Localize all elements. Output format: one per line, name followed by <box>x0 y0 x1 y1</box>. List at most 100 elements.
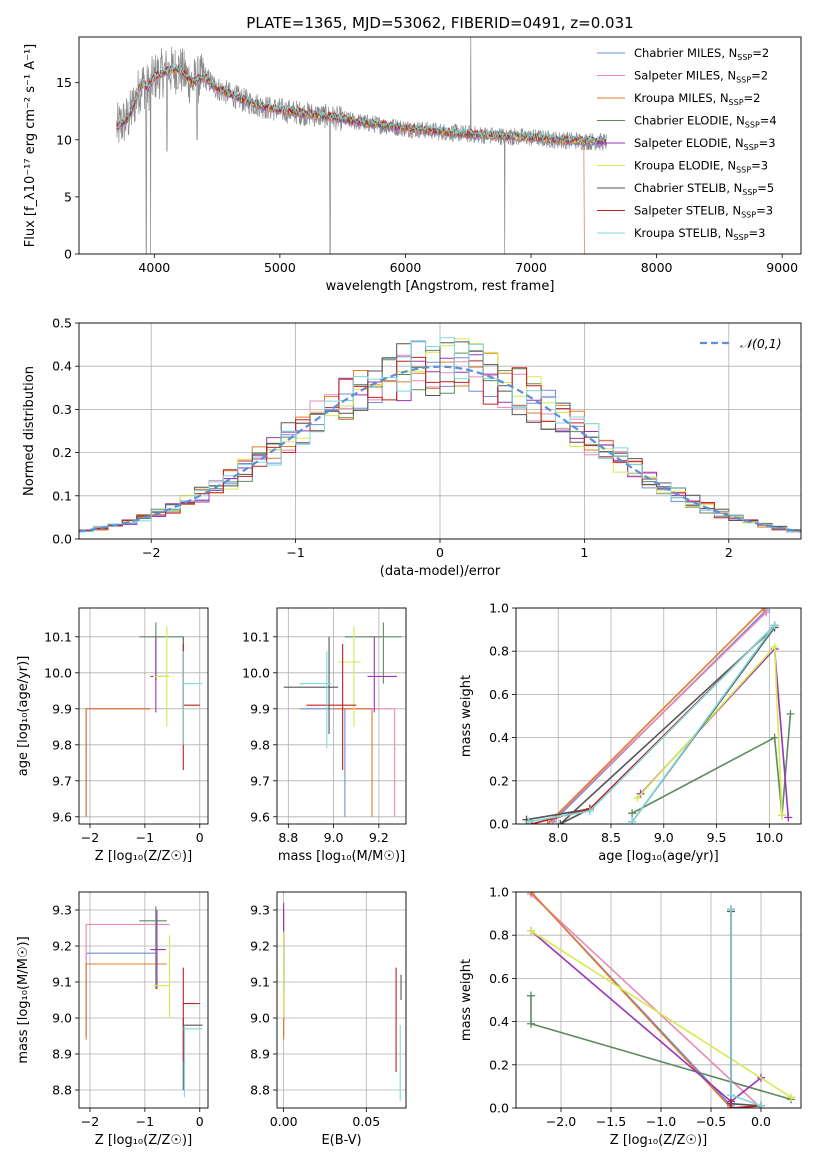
plot-area <box>116 37 607 254</box>
weight-marker-kroupa_elodie <box>770 642 779 651</box>
axes-frame <box>515 607 802 825</box>
axes-frame <box>78 891 209 1109</box>
x-tick-label: 8000 <box>641 260 673 275</box>
model-line-kroupa_stelib <box>116 63 607 144</box>
x-tick-label: 0.0 <box>751 1114 771 1129</box>
legend-entry-kroupa_miles: Kroupa MILES, NSSP=2 <box>634 91 760 107</box>
x-tick-label: 5000 <box>264 260 296 275</box>
x-tick-label: 1 <box>580 545 588 560</box>
y-tick-label: 9.1 <box>250 975 270 990</box>
y-tick-label: 0.2 <box>52 445 72 460</box>
y-tick-label: 0.2 <box>489 773 509 788</box>
weight-marker-kroupa_stelib <box>727 905 735 914</box>
x-axis-label: (data-model)/error <box>380 564 501 579</box>
x-axis-label: Z [log₁₀(Z/Z☉)] <box>95 849 192 864</box>
y-axis-label: mass weight <box>459 959 474 1041</box>
y-tick-label: 9.3 <box>250 903 270 918</box>
y-tick-label: 9.3 <box>52 903 72 918</box>
y-tick-label: 1.0 <box>489 601 509 616</box>
weight-marker-kroupa_miles <box>760 608 769 612</box>
weight-line-kroupa_elodie <box>636 644 783 816</box>
axes: 4000 5000 6000 7000 8000 9000 0 5 10 15 wavelength… <box>23 36 802 294</box>
y-tick-label: 10.1 <box>242 629 270 644</box>
weight-marker-salpeter_elodie <box>784 813 793 822</box>
y-tick-label: 0.6 <box>489 971 509 986</box>
legend-entry-chabrier_elodie: Chabrier ELODIE, NSSP=4 <box>634 114 777 130</box>
x-axis-label: age [log₁₀(age/yr)] <box>598 849 719 864</box>
x-axis-label: mass [log₁₀(M/M☉)] <box>278 849 405 864</box>
weight-marker-chabrier_elodie <box>628 809 637 818</box>
x-tick-label: 4000 <box>138 260 170 275</box>
y-tick-label: 9.1 <box>52 975 72 990</box>
x-tick-label: −2.0 <box>546 1114 576 1129</box>
x-tick-label: −1 <box>136 1114 154 1129</box>
x-tick-label: 0.00 <box>270 1114 298 1129</box>
legend-entry-normal: 𝒩(0,1) <box>740 336 782 351</box>
y-tick-label: 9.9 <box>250 701 270 716</box>
x-axis-label: E(B-V) <box>321 1133 361 1148</box>
x-tick-label: −2 <box>81 1114 99 1129</box>
y-tick-label: 5 <box>64 189 72 204</box>
axes-frame <box>276 607 407 825</box>
y-axis-label: mass [log₁₀(M/M☉)] <box>16 936 31 1063</box>
x-axis-label: Z [log₁₀(Z/Z☉)] <box>610 1133 707 1148</box>
legend-entry-salpeter_stelib: Salpeter STELIB, NSSP=3 <box>634 204 773 220</box>
plot-area <box>522 608 795 824</box>
panel-age_vs_Z: −2 −1 0 9.6 9.7 9.8 9.9 10.0 10.1 Z [log₁₀(Z/Z☉)]… <box>16 607 209 864</box>
residual-legend: 𝒩(0,1) <box>700 336 782 351</box>
panel-mass_vs_ebv: 0.00 0.05 8.8 8.9 9.0 9.1 9.2 9.3 E(B-V) <box>250 891 407 1148</box>
y-tick-label: 0.8 <box>489 928 509 943</box>
y-tick-label: 10 <box>56 132 72 147</box>
y-tick-label: 0.4 <box>489 1014 509 1029</box>
panel-weight_vs_age: 8.0 8.5 9.0 9.5 10.0 0.0 0.2 0.4 0.6 0.8 1.0 age [l… <box>459 601 802 864</box>
y-tick-label: 10.0 <box>242 665 270 680</box>
weight-marker-chabrier_stelib <box>556 820 565 824</box>
x-tick-label: −1.0 <box>646 1114 676 1129</box>
y-tick-label: 0 <box>64 247 72 262</box>
legend-entry-chabrier_miles: Chabrier MILES, NSSP=2 <box>634 46 769 62</box>
y-tick-label: 8.9 <box>52 1047 72 1062</box>
weight-line-salpeter_elodie <box>640 647 790 818</box>
model-line-kroupa_miles <box>116 66 585 254</box>
x-tick-label: −1 <box>136 830 154 845</box>
x-tick-label: 2 <box>725 545 733 560</box>
legend-entry-salpeter_elodie: Salpeter ELODIE, NSSP=3 <box>634 136 776 152</box>
x-tick-label: 10.0 <box>755 830 783 845</box>
y-tick-label: 0.0 <box>489 1101 509 1116</box>
y-tick-label: 9.0 <box>250 1011 270 1026</box>
y-tick-label: 9.8 <box>250 737 270 752</box>
weight-marker-kroupa_elodie <box>527 926 535 935</box>
weight-line-salpeter_elodie <box>530 930 762 1103</box>
weight-marker-salpeter_stelib <box>727 1104 735 1108</box>
weight-marker-kroupa_miles <box>527 892 535 896</box>
plot-area <box>283 622 402 817</box>
y-tick-label: 0.8 <box>489 644 509 659</box>
panel-spectrum: 4000 5000 6000 7000 8000 9000 0 5 10 15 wavelength… <box>23 36 802 294</box>
plot-area <box>283 902 402 1101</box>
y-tick-label: 1.0 <box>489 885 509 900</box>
y-tick-label: 8.8 <box>250 1083 270 1098</box>
y-tick-label: 9.6 <box>52 809 72 824</box>
y-tick-label: 9.7 <box>250 773 270 788</box>
y-tick-label: 9.7 <box>52 773 72 788</box>
plot-area <box>85 622 203 817</box>
y-tick-label: 10.0 <box>44 665 72 680</box>
normal-curve <box>79 365 801 533</box>
x-axis-label: Z [log₁₀(Z/Z☉)] <box>95 1133 192 1148</box>
axes: 8.0 8.5 9.0 9.5 10.0 0.0 0.2 0.4 0.6 0.8 1.0 age [l… <box>459 601 802 864</box>
y-tick-label: 9.9 <box>52 701 72 716</box>
weight-line-kroupa_stelib <box>730 909 762 1107</box>
figure-title: PLATE=1365, MJD=53062, FIBERID=0491, z=0… <box>246 14 633 32</box>
plot-grid: 4000 5000 6000 7000 8000 9000051015wavelength… <box>16 36 802 1148</box>
weight-marker-kroupa_stelib <box>757 1101 765 1108</box>
weight-marker-kroupa_elodie <box>778 811 786 820</box>
y-tick-label: 0.5 <box>52 316 72 331</box>
y-tick-label: 0.1 <box>52 488 72 503</box>
plot-area <box>85 906 203 1098</box>
y-tick-label: 0.0 <box>52 532 72 547</box>
axes-frame <box>78 607 209 825</box>
axes: 0.00 0.05 8.8 8.9 9.0 9.1 9.2 9.3 E(B-V) <box>250 891 407 1148</box>
x-tick-label: 9.0 <box>654 830 674 845</box>
weight-marker-kroupa_elodie <box>787 1093 795 1102</box>
y-tick-label: 8.9 <box>250 1047 270 1062</box>
